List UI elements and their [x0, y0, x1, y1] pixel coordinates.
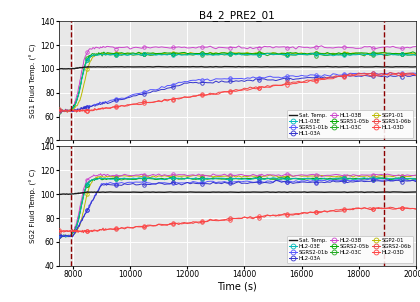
Y-axis label: SG1 Fluid Temp. (° C): SG1 Fluid Temp. (° C)	[30, 43, 37, 118]
Legend: Sat. Temp., HL2-03E, SGRS2-01b, HL2-03A, HL2-03B, SGRS2-05b, HL2-03C, SGP2-01, S: Sat. Temp., HL2-03E, SGRS2-01b, HL2-03A,…	[287, 236, 413, 263]
Y-axis label: SG2 Fluid Temp. (° C): SG2 Fluid Temp. (° C)	[30, 169, 37, 243]
Title: B4_2_PRE2_01: B4_2_PRE2_01	[200, 10, 275, 21]
X-axis label: Time (s): Time (s)	[218, 282, 257, 292]
Legend: Sat. Temp., HL1-03E, SGR51-01b, HL1-03A, HL1-03B, SGR51-05b, HL1-03C, SGP1-01, S: Sat. Temp., HL1-03E, SGR51-01b, HL1-03A,…	[287, 111, 413, 138]
